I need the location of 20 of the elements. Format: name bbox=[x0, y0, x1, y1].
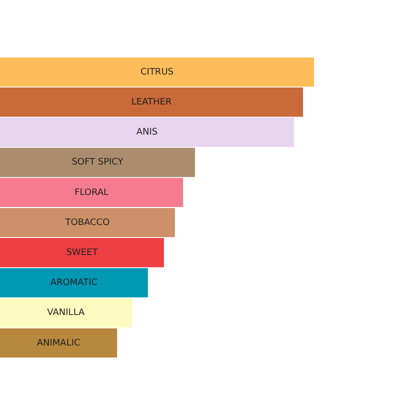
bar bbox=[0, 298, 132, 328]
bar bbox=[0, 57, 314, 87]
bar bbox=[0, 148, 195, 177]
y-tick-label: ANIMALIC bbox=[36, 338, 80, 348]
y-tick-label: AROMATIC bbox=[50, 278, 98, 288]
y-tick-label: LEATHER bbox=[131, 97, 172, 108]
y-tick-label: CITRUS bbox=[140, 67, 174, 78]
y-tick-label: VANILLA bbox=[47, 308, 86, 318]
bar bbox=[0, 178, 184, 208]
bar bbox=[0, 208, 175, 238]
bar bbox=[0, 118, 294, 147]
bar bbox=[0, 88, 304, 117]
y-tick-label: TOBACCO bbox=[64, 218, 110, 228]
y-tick-label: FLORAL bbox=[74, 188, 109, 198]
bar bbox=[0, 238, 164, 268]
bar bbox=[0, 328, 118, 358]
bar bbox=[0, 268, 148, 298]
y-tick-label: ANIS bbox=[136, 128, 158, 138]
y-tick-label: SWEET bbox=[66, 248, 98, 258]
y-tick-label: SOFT SPICY bbox=[72, 158, 124, 168]
